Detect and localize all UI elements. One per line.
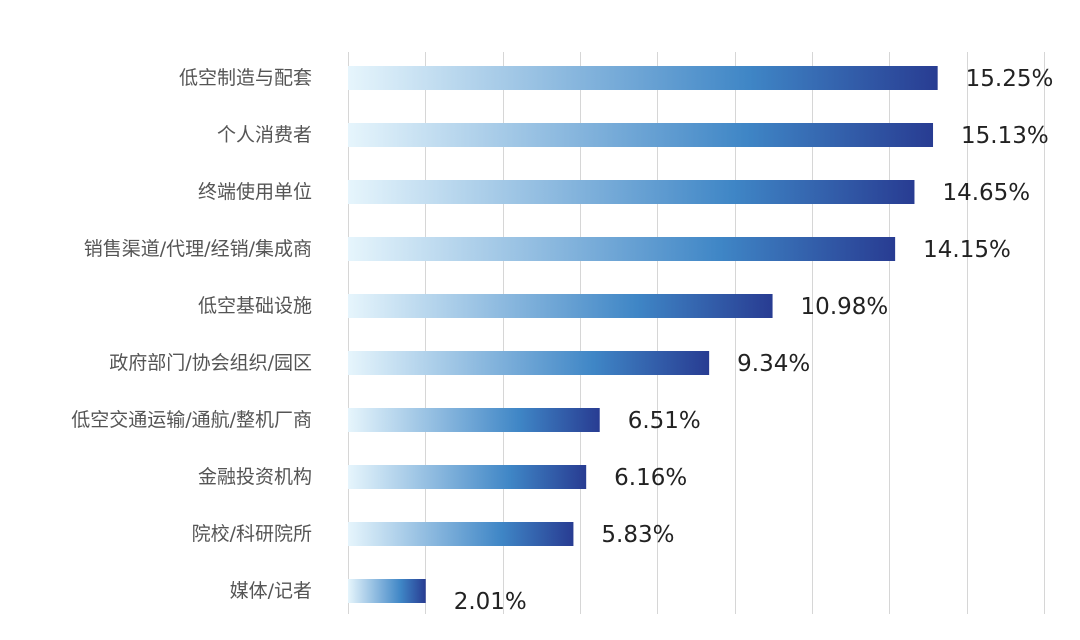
category-label: 低空基础设施 [198,295,312,317]
category-label: 低空制造与配套 [179,67,312,89]
category-label: 终端使用单位 [198,181,312,203]
bar [348,465,587,489]
bar [348,408,600,432]
category-label: 销售渠道/代理/经销/集成商 [84,238,312,260]
bar [348,180,915,204]
data-label: 6.16% [614,465,687,491]
data-label: 15.25% [966,66,1054,92]
bar [348,294,773,318]
bar [348,66,938,90]
category-label: 个人消费者 [217,124,312,146]
data-label: 15.13% [961,123,1049,149]
category-label: 院校/科研院所 [192,523,312,545]
data-label: 9.34% [737,351,810,377]
bar [348,522,574,546]
data-label: 10.98% [801,294,889,320]
bar [348,123,934,147]
data-label: 6.51% [628,408,701,434]
data-label: 14.15% [923,237,1011,263]
category-label: 政府部门/协会组织/园区 [109,352,312,374]
data-label: 5.83% [601,522,674,548]
data-label: 14.65% [942,180,1030,206]
category-label: 低空交通运输/通航/整机厂商 [71,409,312,431]
category-label: 媒体/记者 [230,580,312,602]
bar [348,579,426,603]
data-label: 2.01% [454,589,527,615]
bar [348,351,710,375]
category-label: 金融投资机构 [198,466,312,488]
bars: 低空制造与配套 15.25% 个人消费者 15.13% 终端使用单位 14.65% 销售渠道… [71,66,1053,615]
bar [348,237,896,261]
